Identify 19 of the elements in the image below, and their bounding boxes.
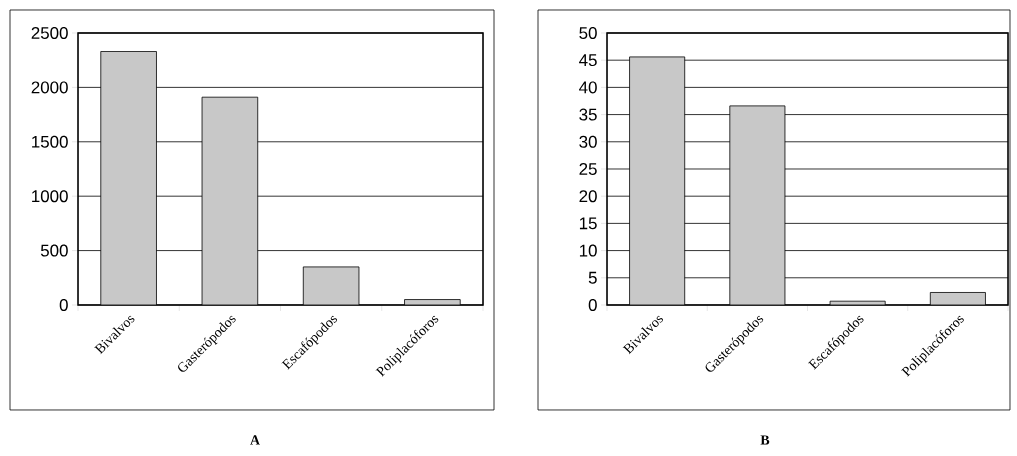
y-tick-label: 0 (588, 298, 597, 311)
y-tick-label: 25 (579, 162, 597, 175)
y-tick-label: 2500 (31, 26, 68, 39)
y-tick-label: 30 (579, 135, 597, 148)
y-tick-label: 500 (40, 244, 68, 257)
y-tick-label: 45 (579, 54, 597, 67)
y-tick-label: 10 (579, 244, 597, 257)
y-tick-label: 0 (59, 298, 68, 311)
y-tick-label: 20 (579, 190, 597, 203)
y-tick-label: 2000 (31, 81, 68, 94)
y-tick-label: 50 (579, 26, 597, 39)
text: A (250, 435, 260, 445)
text: B (760, 435, 770, 445)
y-tick-label: 1500 (32, 135, 68, 148)
y-tick-label: 5 (588, 271, 597, 284)
y-tick-label: 40 (579, 81, 597, 94)
y-tick-label: 35 (579, 108, 597, 121)
y-tick-label: 15 (579, 217, 597, 230)
y-tick-label: 1000 (32, 190, 68, 203)
